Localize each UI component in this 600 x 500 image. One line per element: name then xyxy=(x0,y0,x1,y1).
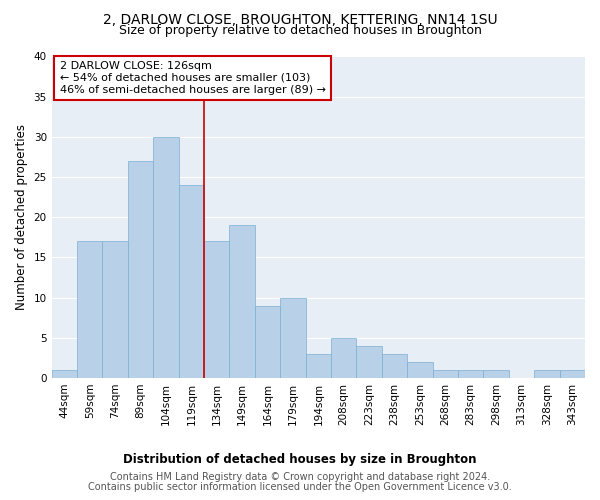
Bar xyxy=(331,338,356,378)
Bar xyxy=(560,370,585,378)
Bar xyxy=(153,137,179,378)
Y-axis label: Number of detached properties: Number of detached properties xyxy=(15,124,28,310)
Bar xyxy=(382,354,407,378)
Bar xyxy=(204,242,229,378)
Bar xyxy=(77,242,103,378)
Text: Distribution of detached houses by size in Broughton: Distribution of detached houses by size … xyxy=(123,452,477,466)
Bar xyxy=(458,370,484,378)
Bar xyxy=(229,226,255,378)
Bar xyxy=(52,370,77,378)
Text: Contains public sector information licensed under the Open Government Licence v3: Contains public sector information licen… xyxy=(88,482,512,492)
Bar xyxy=(280,298,305,378)
Bar xyxy=(407,362,433,378)
Bar xyxy=(305,354,331,378)
Text: Contains HM Land Registry data © Crown copyright and database right 2024.: Contains HM Land Registry data © Crown c… xyxy=(110,472,490,482)
Bar xyxy=(356,346,382,378)
Bar xyxy=(433,370,458,378)
Bar xyxy=(255,306,280,378)
Bar xyxy=(103,242,128,378)
Text: 2 DARLOW CLOSE: 126sqm
← 54% of detached houses are smaller (103)
46% of semi-de: 2 DARLOW CLOSE: 126sqm ← 54% of detached… xyxy=(59,62,326,94)
Bar xyxy=(179,185,204,378)
Bar xyxy=(484,370,509,378)
Text: Size of property relative to detached houses in Broughton: Size of property relative to detached ho… xyxy=(119,24,481,37)
Bar xyxy=(534,370,560,378)
Bar xyxy=(128,161,153,378)
Text: 2, DARLOW CLOSE, BROUGHTON, KETTERING, NN14 1SU: 2, DARLOW CLOSE, BROUGHTON, KETTERING, N… xyxy=(103,12,497,26)
